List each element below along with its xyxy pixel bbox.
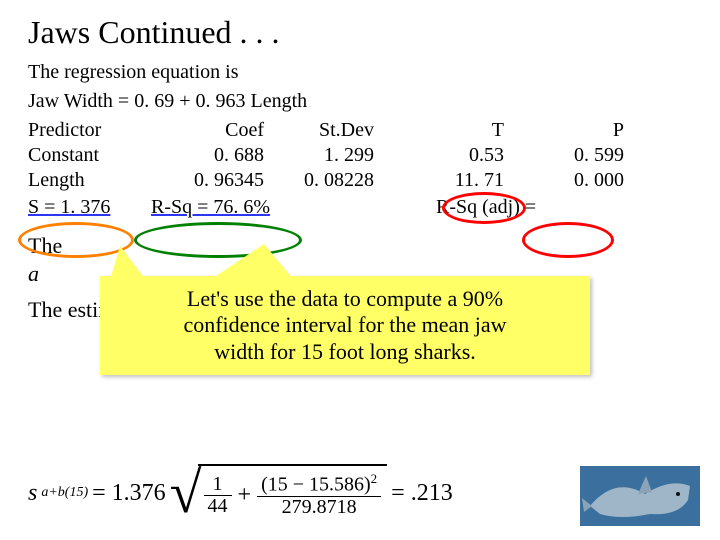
equation-intro: The regression equation is (28, 61, 692, 84)
header-p: P (508, 119, 628, 144)
regression-table: Predictor Coef St.Dev T P Constant 0. 68… (28, 119, 628, 194)
cell-length-label: Length (28, 169, 148, 194)
callout-line2: confidence interval for the mean jaw (114, 312, 576, 338)
header-predictor: Predictor (28, 119, 148, 144)
formula-lhs-s: s (28, 480, 37, 507)
cell-constant-sd: 1. 299 (268, 144, 378, 169)
radicand: 1 44 + (15 − 15.586)2 279.8718 (198, 464, 388, 522)
slide: Jaws Continued . . . The regression equa… (0, 0, 720, 540)
regression-equation: Jaw Width = 0. 69 + 0. 963 Length (28, 90, 692, 113)
frac2-den: 279.8718 (278, 497, 361, 518)
cell-length-p: 0. 000 (508, 169, 628, 194)
table-row: Length 0. 96345 0. 08228 11. 71 0. 000 (28, 169, 628, 194)
callout-line1: Let's use the data to compute a 90% (114, 286, 576, 312)
ab15-prefix: a (28, 261, 39, 286)
callout-tail-left (110, 246, 146, 280)
cell-constant-label: Constant (28, 144, 148, 169)
frac1: 1 44 (204, 474, 232, 517)
plus: + (238, 482, 252, 509)
callout-line3: width for 15 foot long sharks. (114, 339, 576, 365)
stat-rsq-adj-label: R-Sq (adj) = (436, 196, 536, 219)
slide-title: Jaws Continued . . . (28, 14, 692, 51)
formula-lhs-sub: a+b(15) (41, 485, 88, 501)
cell-length-t: 11. 71 (378, 169, 508, 194)
callout-box: Let's use the data to compute a 90% conf… (100, 276, 590, 375)
radical: √ 1 44 + (15 − 15.586)2 279.8718 (170, 464, 388, 522)
formula-eq1: = 1.376 (92, 480, 166, 507)
frac2: (15 − 15.586)2 279.8718 (257, 472, 381, 518)
cell-constant-coef: 0. 688 (148, 144, 268, 169)
table-row: Constant 0. 688 1. 299 0.53 0. 599 (28, 144, 628, 169)
cell-constant-p: 0. 599 (508, 144, 628, 169)
header-t: T (378, 119, 508, 144)
formula-rhs: = .213 (391, 480, 453, 507)
cell-length-coef: 0. 96345 (148, 169, 268, 194)
table-header-row: Predictor Coef St.Dev T P (28, 119, 628, 144)
stat-s: S = 1. 376 (28, 196, 146, 219)
shark-icon (580, 466, 700, 526)
header-coef: Coef (148, 119, 268, 144)
stat-rsq: R-Sq = 76. 6% (151, 196, 321, 219)
cell-constant-t: 0.53 (378, 144, 508, 169)
formula: sa+b(15) = 1.376 √ 1 44 + (15 − 15.586)2… (28, 464, 453, 522)
cell-length-sd: 0. 08228 (268, 169, 378, 194)
summary-stats: S = 1. 376 R-Sq = 76. 6% R-Sq (adj) = 76… (28, 196, 692, 219)
header-stdev: St.Dev (268, 119, 378, 144)
callout-tail-right (210, 244, 294, 280)
frac1-den: 44 (204, 496, 232, 517)
frac1-num: 1 (209, 474, 227, 495)
point-estimate-prefix: The (28, 233, 68, 258)
frac2-num: (15 − 15.586)2 (257, 472, 381, 496)
